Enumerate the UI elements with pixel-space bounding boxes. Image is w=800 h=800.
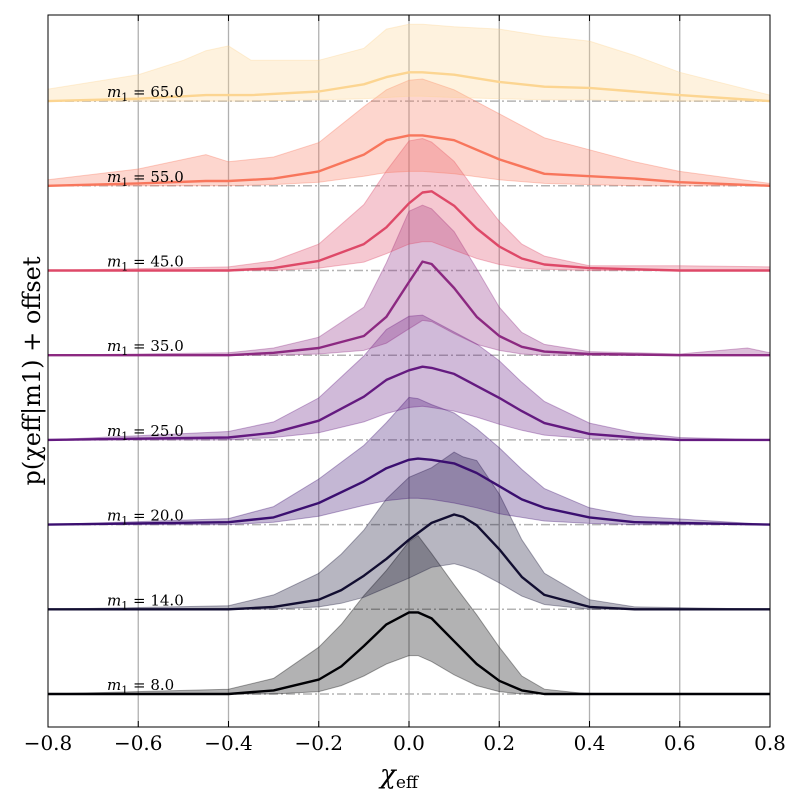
x-axis-label: χeff: [378, 760, 420, 793]
median-line: [48, 190, 770, 272]
curve-label: m1 = 35.0: [107, 337, 184, 358]
band-upper-edge: [47, 451, 771, 610]
series-20.0: [47, 396, 771, 526]
curve-label: m1 = 55.0: [107, 168, 184, 189]
band-upper-edge: [47, 534, 770, 695]
x-axis-label-sub: eff: [396, 773, 420, 793]
curve-label-m: m: [107, 422, 121, 440]
curve-label-m: m: [107, 168, 121, 186]
curve-label-sub: 1: [121, 430, 128, 443]
curve-label-m: m: [107, 253, 121, 271]
curve-label-m: m: [107, 507, 121, 525]
credible-band: [48, 79, 770, 186]
curve-label-sub: 1: [121, 91, 128, 104]
x-tick-label: 0.4: [574, 731, 606, 755]
x-tick-label: −0.8: [24, 731, 73, 755]
median-line: [48, 260, 770, 357]
curve-label-sub: 1: [121, 345, 128, 358]
series-55.0: [47, 78, 771, 187]
curve-label-m: m: [107, 337, 121, 355]
band-upper-edge: [47, 23, 771, 96]
series-25.0: [47, 314, 771, 442]
credible-band: [48, 452, 770, 610]
band-upper-edge: [47, 137, 771, 271]
curve-label-value: = 20.0: [128, 507, 184, 525]
curve-label-sub: 1: [121, 599, 128, 612]
band-lower-edge: [48, 563, 770, 610]
curve-label: m1 = 20.0: [107, 507, 184, 528]
median-line: [47, 134, 771, 187]
series-14.0: [47, 451, 771, 611]
credible-band: [48, 315, 770, 440]
curve-label-value: = 25.0: [128, 422, 184, 440]
series-35.0: [47, 204, 771, 357]
curve-label: m1 = 14.0: [107, 591, 184, 612]
curve-labels: m1 = 8.0m1 = 14.0m1 = 20.0m1 = 25.0m1 = …: [107, 83, 184, 697]
credible-band: [48, 24, 770, 102]
curve-label-value: = 45.0: [128, 253, 184, 271]
band-upper-edge: [47, 204, 771, 356]
median-line: [48, 611, 770, 696]
series-45.0: [47, 137, 771, 272]
curve-label-sub: 1: [121, 261, 128, 274]
series-65.0: [47, 23, 771, 103]
grid-lines: [137, 15, 681, 727]
curve-label: m1 = 25.0: [107, 422, 184, 443]
band-lower-edge: [48, 405, 770, 441]
x-tick-label: 0.0: [393, 731, 425, 755]
curve-label-value: = 65.0: [128, 83, 184, 101]
band-lower-edge: [48, 655, 770, 695]
median-line: [47, 365, 770, 442]
band-upper-edge: [47, 314, 771, 441]
curve-label: m1 = 45.0: [107, 253, 184, 274]
curve-label-value: = 14.0: [128, 591, 184, 609]
curve-label-m: m: [107, 591, 121, 609]
median-line: [48, 513, 770, 611]
series-layer: [47, 23, 771, 696]
curve-label-value: = 35.0: [128, 337, 184, 355]
x-tick-label: −0.6: [114, 731, 163, 755]
band-upper-edge: [47, 396, 771, 526]
series-8.0: [47, 534, 770, 696]
median-line: [47, 71, 771, 103]
curve-label-sub: 1: [121, 176, 128, 189]
band-lower-edge: [48, 95, 770, 102]
curve-label: m1 = 8.0: [107, 676, 174, 697]
curve-label-sub: 1: [121, 515, 128, 528]
curve-label-m: m: [107, 676, 121, 694]
credible-band: [48, 535, 770, 694]
x-ticks: −0.8 −0.6 −0.4 −0.2 0.0 0.2 0.4 0.6 0.8: [24, 15, 786, 755]
curve-label: m1 = 65.0: [107, 83, 184, 104]
x-tick-label: 0.6: [664, 731, 696, 755]
band-lower-edge: [48, 241, 770, 271]
curve-label-value: = 55.0: [128, 168, 184, 186]
curve-label-value: = 8.0: [128, 676, 174, 694]
curve-label-sub: 1: [121, 684, 128, 697]
band-lower-edge: [48, 497, 770, 526]
x-tick-label: −0.2: [294, 731, 343, 755]
x-tick-label: −0.4: [204, 731, 253, 755]
x-tick-label: 0.2: [483, 731, 515, 755]
curve-label-m: m: [107, 83, 121, 101]
band-upper-edge: [47, 78, 771, 184]
band-lower-edge: [48, 170, 770, 187]
median-line: [47, 457, 771, 526]
x-tick-label: 0.8: [754, 731, 786, 755]
y-axis-label: p(χeff|m1) + offset: [18, 256, 47, 485]
